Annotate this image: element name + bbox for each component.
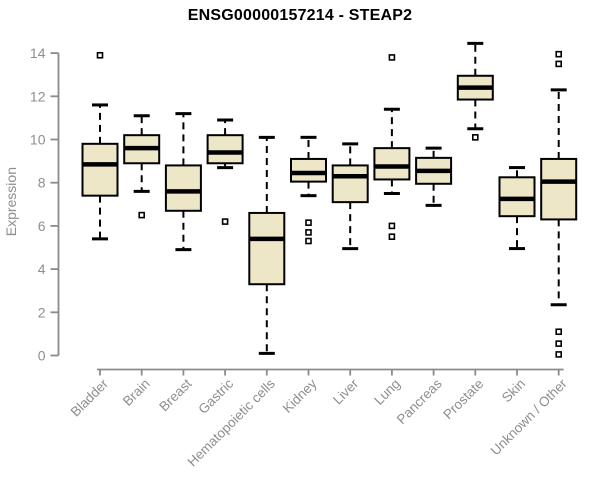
outlier-point [305, 229, 312, 236]
outlier-point [305, 219, 312, 226]
iqr-box [81, 142, 119, 197]
y-tick-label: 14 [30, 45, 46, 61]
iqr-box [248, 211, 286, 286]
iqr-box [164, 164, 202, 212]
x-tick-label: Gastric [195, 376, 236, 417]
x-tick-label: Pancreas [394, 376, 445, 427]
y-tick-label: 10 [30, 132, 46, 148]
outlier-point [555, 60, 563, 68]
x-tick-label: Bladder [68, 376, 112, 420]
y-tick-label: 8 [38, 175, 46, 191]
x-tick-label: Lung [371, 376, 403, 408]
outlier-point [388, 54, 396, 61]
iqr-box [331, 164, 369, 204]
y-tick-label: 2 [38, 304, 46, 320]
x-tick-label: Kidney [280, 376, 320, 416]
x-tick-label: Brain [120, 376, 153, 409]
iqr-box [540, 157, 578, 221]
iqr-box [373, 147, 411, 181]
outlier-point [388, 233, 396, 240]
outlier-point [138, 211, 145, 219]
x-tick-label: Unknown / Other [488, 376, 571, 459]
outlier-point [221, 218, 229, 225]
y-tick-label: 4 [38, 261, 46, 277]
x-tick-label: Breast [156, 376, 194, 414]
outlier-point [555, 328, 563, 336]
x-tick-label: Liver [330, 376, 362, 408]
outlier-point [96, 51, 104, 59]
y-tick-label: 6 [38, 218, 46, 234]
chart-title: ENSG00000157214 - STEAP2 [187, 7, 413, 24]
outlier-point [555, 50, 563, 58]
outlier-point [388, 222, 396, 230]
outlier-point [305, 237, 312, 245]
y-tick-label: 0 [38, 348, 46, 364]
outlier-point [471, 134, 479, 141]
iqr-box [290, 157, 327, 183]
outlier-point [555, 340, 563, 347]
iqr-box [206, 134, 244, 165]
x-tick-label: Prostate [440, 376, 486, 422]
y-tick-label: 12 [30, 88, 46, 104]
x-tick-label: Skin [499, 376, 528, 405]
outlier-point [555, 351, 563, 358]
